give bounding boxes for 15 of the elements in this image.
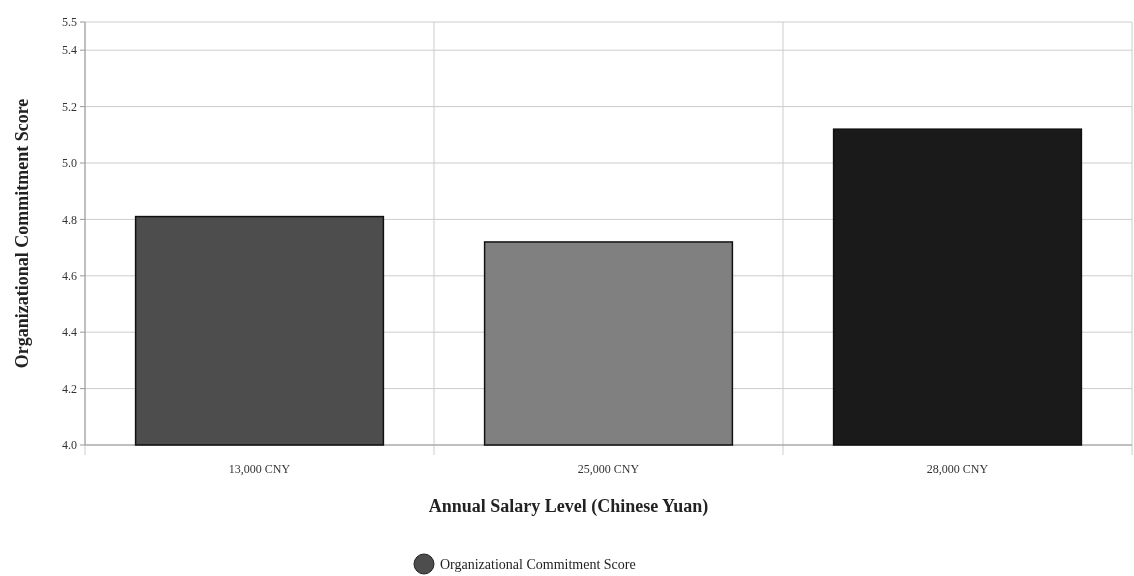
y-tick-label: 4.0 <box>62 438 77 453</box>
y-axis-title: Organizational Commitment Score <box>12 98 32 369</box>
y-tick-label: 5.2 <box>62 99 77 114</box>
y-tick-label: 5.5 <box>62 15 77 30</box>
y-tick-label: 4.6 <box>62 269 77 283</box>
x-tick-label: 28,000 CNY <box>926 462 989 476</box>
y-tick-label: 4.8 <box>62 212 77 227</box>
y-tick-label: 4.2 <box>62 381 77 396</box>
x-tick-label: 13,000 CNY <box>228 462 291 476</box>
x-tick-label: 25,000 CNY <box>577 462 640 476</box>
x-axis-title: Annual Salary Level (Chinese Yuan) <box>428 496 709 517</box>
y-tick-label: 5.0 <box>62 156 77 171</box>
y-tick-label: 5.4 <box>62 43 77 58</box>
legend-label: Organizational Commitment Score <box>440 556 636 572</box>
y-tick-label: 4.4 <box>62 325 77 340</box>
